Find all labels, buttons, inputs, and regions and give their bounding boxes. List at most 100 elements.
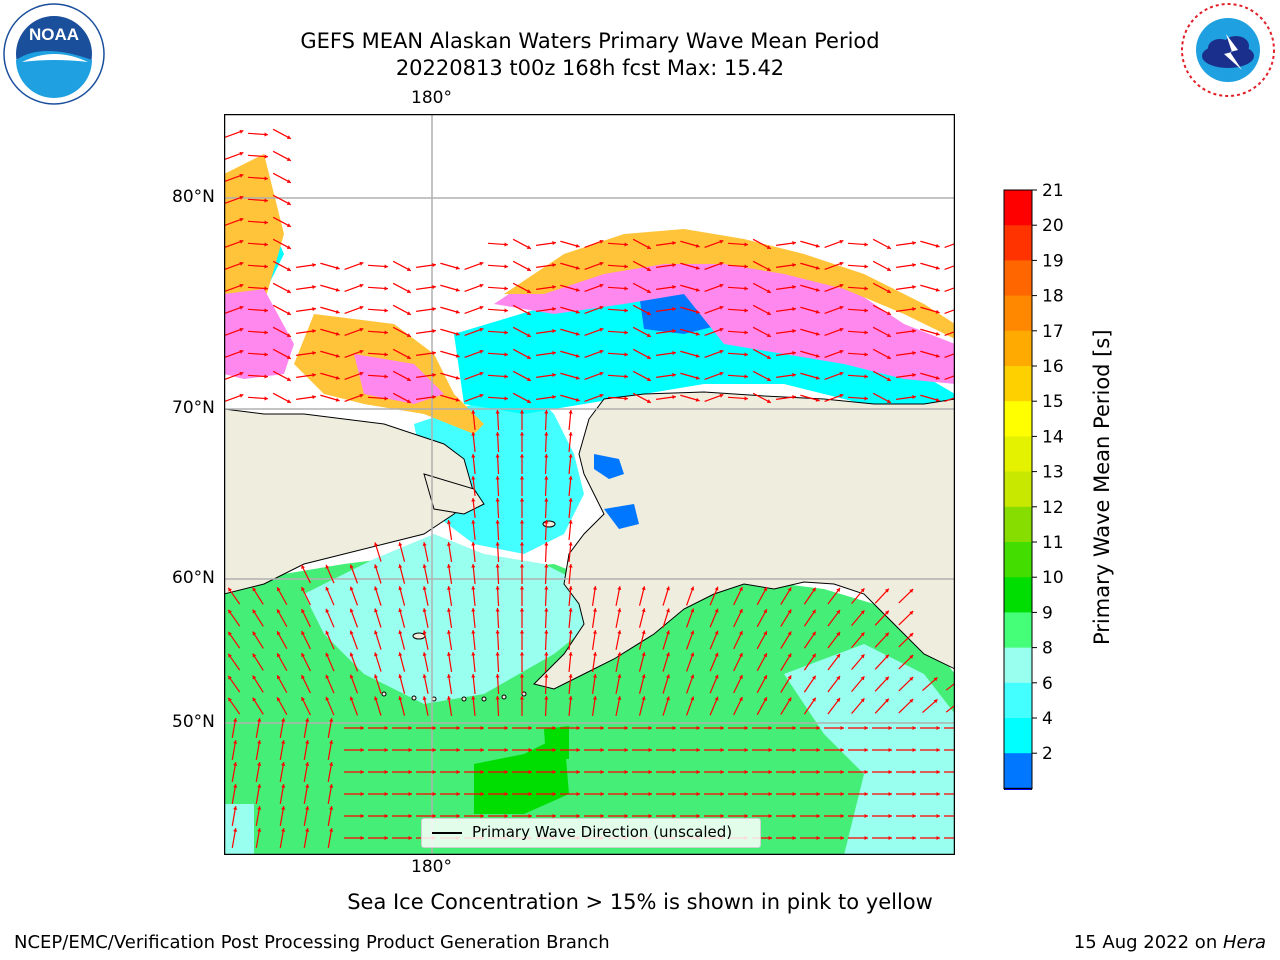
wave-direction-arrowhead (719, 261, 724, 266)
wave-direction-arrowhead (766, 377, 771, 381)
wave-direction-arrowhead (912, 791, 916, 797)
wave-direction-arrowhead (568, 696, 573, 700)
wave-direction-arrowhead (599, 327, 604, 332)
wave-direction-arrowhead (286, 311, 291, 315)
wave-direction-arrowhead (696, 813, 700, 819)
wave-direction-arrowhead (544, 498, 549, 502)
lat-label-60: 60°N (172, 568, 215, 588)
colorbar-tick-label: 10 (1042, 568, 1064, 588)
wave-direction-arrowhead (738, 608, 743, 613)
wave-direction-arrowhead (312, 307, 316, 312)
wave-direction-arrowhead (264, 396, 268, 401)
wave-direction-arrowhead (575, 375, 580, 380)
wave-direction-arrowhead (787, 675, 792, 680)
wave-direction-arrowhead (456, 813, 460, 819)
wave-direction-arrowhead (480, 791, 484, 797)
wave-direction-arrowhead (455, 331, 460, 336)
wave-direction-arrowhead (815, 397, 820, 402)
wave-direction-arrowhead (239, 349, 244, 354)
colorbar-tick-label: 4 (1042, 709, 1053, 729)
wave-direction-arrowhead (374, 586, 378, 591)
wave-direction-arrowhead (552, 747, 556, 753)
wave-direction-arrowhead (812, 653, 816, 658)
wave-direction-arrowhead (624, 330, 628, 335)
wave-direction-arrowhead (936, 835, 940, 841)
wave-direction-arrowhead (912, 351, 916, 356)
wave-direction-arrowhead (886, 355, 891, 359)
wave-direction-arrowhead (335, 309, 340, 314)
wave-direction-arrowhead (408, 835, 412, 841)
wave-direction-arrowhead (816, 769, 820, 775)
wave-direction-arrowhead (544, 520, 549, 524)
wave-direction-arrowhead (398, 586, 403, 591)
wave-direction-arrowhead (909, 633, 914, 637)
wave-direction-arrowhead (840, 791, 844, 797)
wave-direction-arrowhead (257, 806, 262, 810)
wave-direction-arrowhead (690, 630, 695, 635)
wave-direction-arrowhead (422, 564, 427, 568)
lat-label-70: 70°N (172, 398, 215, 418)
wave-direction-arrowhead (646, 377, 651, 381)
wave-direction-arrowhead (912, 395, 916, 400)
wave-direction-arrowhead (480, 813, 484, 819)
wave-direction-arrowhead (495, 564, 500, 568)
wave-direction-arrowhead (936, 769, 940, 775)
wave-direction-arrowhead (592, 674, 597, 678)
wave-direction-arrowhead (886, 289, 891, 293)
wave-direction-arrowhead (384, 308, 388, 313)
wave-direction-arrowhead (624, 396, 628, 401)
wave-direction-arrowhead (257, 784, 262, 788)
wave-direction-arrowhead (792, 263, 796, 268)
wave-direction-arrowhead (840, 769, 844, 775)
wave-direction-arrowhead (349, 586, 354, 591)
wave-direction-arrowhead (646, 333, 651, 337)
wave-direction-arrowhead (935, 331, 940, 336)
wave-direction-arrowhead (239, 173, 244, 178)
wave-direction-arrowhead (471, 410, 476, 414)
wave-direction-arrowhead (526, 289, 531, 293)
wave-direction-arrowhead (886, 311, 891, 315)
wave-direction-arrowhead (884, 610, 889, 615)
wave-direction-arrowhead (617, 630, 622, 634)
wave-direction-arrowhead (719, 305, 724, 310)
wave-direction-arrowhead (504, 286, 508, 291)
wave-direction-arrowhead (239, 217, 244, 222)
wave-direction-arrowhead (792, 725, 796, 731)
wave-direction-arrowhead (886, 399, 891, 403)
wave-direction-arrowhead (886, 377, 891, 381)
wave-direction-arrowhead (672, 373, 676, 378)
wave-direction-arrowhead (335, 397, 340, 402)
wave-direction-arrowhead (504, 747, 508, 753)
wave-direction-arrowhead (624, 264, 628, 269)
wave-direction-arrowhead (815, 287, 820, 292)
lon-label-top: 180° (411, 88, 452, 108)
wave-direction-arrowhead (446, 652, 452, 656)
wave-direction-arrowhead (935, 309, 940, 314)
wave-direction-arrowhead (744, 791, 748, 797)
wave-direction-arrowhead (792, 351, 796, 356)
colorbar-cell (1004, 647, 1032, 684)
chart-title: GEFS MEAN Alaskan Waters Primary Wave Me… (300, 29, 880, 53)
wave-direction-arrowhead (839, 305, 844, 310)
wave-direction-arrowhead (888, 769, 892, 775)
wave-direction-arrowhead (406, 333, 411, 337)
wave-direction-arrowhead (301, 609, 305, 614)
wave-direction-arrowhead (864, 330, 868, 335)
wave-direction-arrowhead (504, 330, 508, 335)
wave-direction-arrowhead (264, 198, 268, 203)
wave-direction-arrowhead (646, 245, 651, 249)
wave-direction-arrowhead (766, 245, 771, 249)
wave-direction-arrowhead (528, 725, 532, 731)
wave-direction-arrowhead (936, 747, 940, 753)
wave-direction-arrowhead (384, 352, 388, 357)
wave-direction-arrowhead (719, 327, 724, 332)
wave-direction-arrowhead (471, 542, 476, 546)
wave-direction-arrowhead (471, 520, 476, 524)
wave-direction-arrowhead (624, 374, 628, 379)
wave-direction-arrowhead (228, 587, 232, 592)
wave-direction-arrowhead (519, 608, 525, 612)
wave-direction-arrowhead (912, 307, 916, 312)
wave-direction-arrowhead (641, 696, 646, 701)
wave-direction-arrowhead (432, 285, 436, 290)
wave-direction-arrowhead (695, 265, 700, 270)
